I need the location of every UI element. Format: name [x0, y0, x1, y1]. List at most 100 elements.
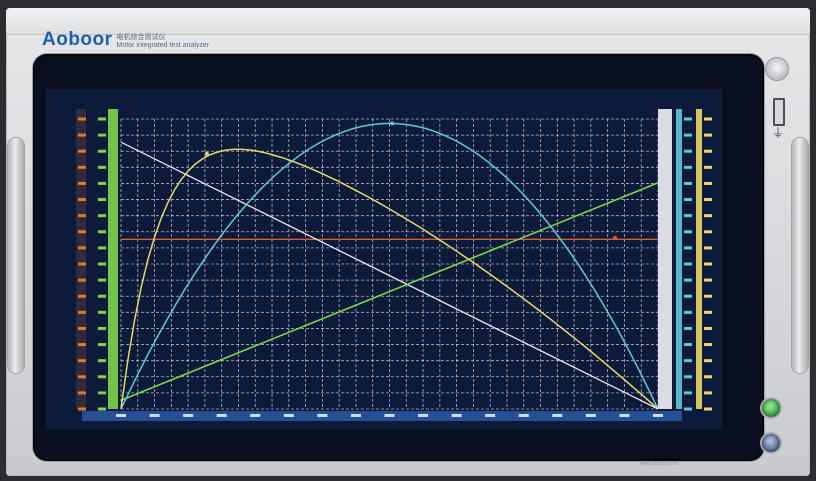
display-screen	[46, 89, 722, 430]
left-tick-green	[98, 279, 106, 282]
right-tick-cyan	[684, 311, 692, 314]
right-axis-band-cyan	[676, 109, 682, 409]
left-axis-band-green	[108, 109, 118, 409]
bottom-tick	[418, 414, 428, 417]
motor-performance-plot	[46, 89, 722, 430]
power-peak-marker	[390, 121, 394, 125]
left-tick-green	[98, 311, 106, 314]
right-tick-cyan	[684, 134, 692, 137]
left-axis-band-orange	[76, 109, 86, 409]
left-tick-orange	[78, 295, 86, 298]
left-handle	[8, 138, 24, 373]
usb-symbol-icon: ⏚	[772, 124, 784, 141]
right-tick-yellow	[704, 311, 712, 314]
enter-button[interactable]	[762, 434, 780, 452]
right-tick-cyan	[684, 150, 692, 153]
bottom-tick	[519, 414, 529, 417]
bottom-tick	[552, 414, 562, 417]
right-tick-yellow	[704, 118, 712, 121]
left-tick-orange	[78, 118, 86, 121]
left-tick-green	[98, 166, 106, 169]
brand-subtitle-line1: 电机综合测试仪	[117, 34, 210, 42]
right-tick-yellow	[704, 359, 712, 362]
right-handle	[792, 138, 808, 373]
reference-marker	[613, 236, 617, 240]
bottom-tick	[485, 414, 495, 417]
right-tick-yellow	[704, 263, 712, 266]
right-tick-cyan	[684, 166, 692, 169]
left-tick-orange	[78, 166, 86, 169]
bottom-tick	[619, 414, 629, 417]
right-tick-cyan	[684, 263, 692, 266]
left-tick-orange	[78, 263, 86, 266]
right-tick-yellow	[704, 134, 712, 137]
left-tick-orange	[78, 150, 86, 153]
right-axis-band-yellow	[696, 109, 702, 409]
bottom-tick	[250, 414, 260, 417]
power-button[interactable]	[762, 399, 780, 417]
right-tick-yellow	[704, 182, 712, 185]
right-tick-cyan	[684, 327, 692, 330]
right-tick-cyan	[684, 343, 692, 346]
right-tick-yellow	[704, 246, 712, 249]
right-tick-yellow	[704, 214, 712, 217]
left-tick-green	[98, 150, 106, 153]
right-tick-cyan	[684, 246, 692, 249]
brand-subtitle: 电机综合测试仪 Motor integrated test analyzer	[117, 34, 210, 50]
left-tick-orange	[78, 408, 86, 411]
right-tick-cyan	[684, 214, 692, 217]
left-tick-orange	[78, 246, 86, 249]
right-tick-cyan	[684, 182, 692, 185]
left-tick-green	[98, 295, 106, 298]
bottom-tick	[351, 414, 361, 417]
left-tick-green	[98, 327, 106, 330]
bottom-tick	[284, 414, 294, 417]
left-tick-green	[98, 214, 106, 217]
left-tick-green	[98, 118, 106, 121]
right-tick-yellow	[704, 327, 712, 330]
right-tick-cyan	[684, 198, 692, 201]
left-tick-green	[98, 198, 106, 201]
left-tick-green	[98, 375, 106, 378]
right-tick-cyan	[684, 230, 692, 233]
right-tick-cyan	[684, 279, 692, 282]
bottom-tick	[116, 414, 126, 417]
bottom-tick	[586, 414, 596, 417]
left-tick-orange	[78, 198, 86, 201]
right-tick-yellow	[704, 198, 712, 201]
left-tick-orange	[78, 311, 86, 314]
right-tick-cyan	[684, 408, 692, 411]
left-tick-green	[98, 246, 106, 249]
left-tick-orange	[78, 391, 86, 394]
right-tick-cyan	[684, 118, 692, 121]
right-tick-cyan	[684, 295, 692, 298]
efficiency-peak-marker	[205, 152, 209, 156]
right-axis-band-white	[658, 109, 672, 409]
left-tick-green	[98, 230, 106, 233]
bottom-tick	[317, 414, 327, 417]
right-tick-yellow	[704, 150, 712, 153]
usb-port-icon[interactable]	[773, 98, 785, 126]
left-tick-orange	[78, 359, 86, 362]
left-tick-green	[98, 408, 106, 411]
right-tick-yellow	[704, 166, 712, 169]
speed-line	[121, 142, 658, 409]
left-tick-orange	[78, 343, 86, 346]
bottom-tick	[183, 414, 193, 417]
brand-logo: Aoboor 电机综合测试仪 Motor integrated test ana…	[42, 30, 209, 50]
left-tick-green	[98, 391, 106, 394]
right-tick-yellow	[704, 408, 712, 411]
left-tick-orange	[78, 214, 86, 217]
bottom-tick	[653, 414, 663, 417]
brand-subtitle-line2: Motor integrated test analyzer	[117, 42, 210, 50]
left-tick-green	[98, 134, 106, 137]
left-tick-orange	[78, 134, 86, 137]
left-tick-orange	[78, 182, 86, 185]
right-tick-cyan	[684, 375, 692, 378]
bottom-tick	[217, 414, 227, 417]
right-tick-yellow	[704, 230, 712, 233]
right-tick-cyan	[684, 359, 692, 362]
bottom-tick	[452, 414, 462, 417]
left-tick-green	[98, 343, 106, 346]
usb-icon[interactable]	[766, 58, 788, 80]
